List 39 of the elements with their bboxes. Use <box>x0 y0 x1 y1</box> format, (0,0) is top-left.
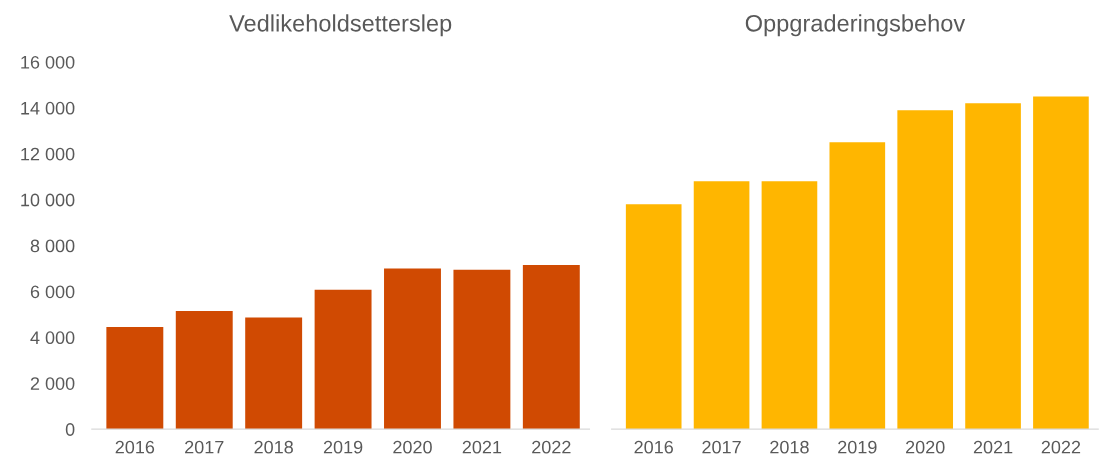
x-tick-label: 2022 <box>1041 440 1081 454</box>
chart-title: Oppgraderingsbehov <box>745 14 966 37</box>
y-tick-label: 4 000 <box>30 331 75 345</box>
bar <box>693 181 750 430</box>
bar <box>965 103 1021 430</box>
bar <box>245 317 303 430</box>
x-tick-label: 2017 <box>702 440 741 454</box>
x-tick-label: 2021 <box>973 440 1013 454</box>
x-tick-label: 2016 <box>115 440 155 454</box>
bar <box>175 310 233 430</box>
bar <box>106 327 164 430</box>
y-tick-label: 6 000 <box>30 285 75 299</box>
chart-title: Vedlikeholdsetterslep <box>229 14 452 37</box>
bar <box>384 268 441 430</box>
bar <box>453 269 511 430</box>
x-tick-label: 2021 <box>462 440 502 454</box>
x-tick-label: 2020 <box>906 440 945 454</box>
y-tick-label: 0 <box>65 423 75 436</box>
x-tick-label: 2020 <box>393 440 432 454</box>
x-tick-label: 2018 <box>770 440 809 454</box>
bar <box>829 142 886 430</box>
x-tick-label: 2022 <box>532 440 571 454</box>
bar <box>522 265 580 430</box>
bar <box>897 110 954 430</box>
y-tick-label: 16 000 <box>21 55 75 69</box>
x-tick-label: 2018 <box>254 440 293 454</box>
x-tick-label: 2019 <box>323 440 363 454</box>
y-tick-label: 10 000 <box>21 193 75 207</box>
bar <box>761 181 818 430</box>
bar <box>1033 96 1089 430</box>
bar <box>314 289 372 430</box>
y-tick-label: 2 000 <box>30 377 75 390</box>
x-tick-label: 2017 <box>185 440 224 454</box>
y-tick-label: 12 000 <box>21 147 75 161</box>
x-tick-label: 2019 <box>838 440 877 454</box>
x-tick-label: 2016 <box>634 440 673 454</box>
y-tick-label: 14 000 <box>21 101 75 115</box>
bar <box>625 204 682 430</box>
y-tick-label: 8 000 <box>30 239 75 253</box>
